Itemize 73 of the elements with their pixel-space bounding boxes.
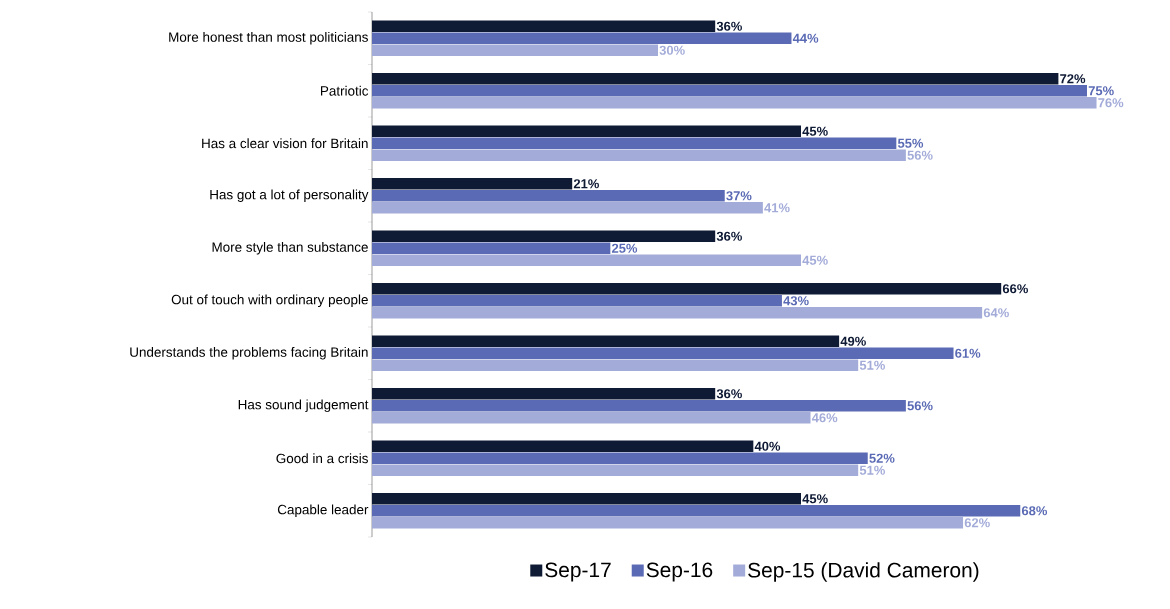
data-label: 64% bbox=[983, 308, 1009, 318]
bar bbox=[372, 178, 573, 190]
data-label: 45% bbox=[802, 126, 828, 136]
bar bbox=[372, 20, 716, 33]
bar bbox=[372, 517, 964, 529]
y-tick-label: Understands the problems facing Britain bbox=[130, 346, 368, 360]
bar bbox=[372, 335, 840, 348]
data-label: 49% bbox=[840, 336, 866, 346]
y-tick-label: Out of touch with ordinary people bbox=[171, 294, 368, 308]
bar bbox=[372, 190, 725, 202]
y-tick-label: Has sound judgement bbox=[238, 399, 369, 413]
data-label: 45% bbox=[802, 255, 828, 265]
bar bbox=[372, 388, 716, 400]
data-label: 52% bbox=[869, 453, 895, 463]
data-label: 75% bbox=[1088, 86, 1114, 96]
data-label: 56% bbox=[907, 401, 933, 411]
legend-label: Sep-16 bbox=[646, 562, 713, 582]
data-label: 62% bbox=[964, 518, 990, 528]
data-label: 61% bbox=[955, 348, 981, 358]
data-label: 45% bbox=[802, 494, 828, 504]
data-label: 51% bbox=[859, 465, 885, 475]
data-label: 30% bbox=[659, 45, 685, 55]
bar bbox=[372, 85, 1087, 97]
data-label: 66% bbox=[1002, 284, 1028, 294]
data-label: 36% bbox=[716, 231, 742, 241]
y-tick-label: More honest than most politicians bbox=[169, 31, 368, 45]
bar bbox=[372, 493, 801, 505]
data-label: 44% bbox=[792, 33, 819, 43]
data-label: 56% bbox=[907, 150, 933, 160]
y-tick-label: Has a clear vision for Britain bbox=[202, 138, 368, 149]
data-label: 40% bbox=[754, 441, 781, 451]
bar bbox=[372, 125, 801, 138]
bar bbox=[372, 347, 954, 360]
data-label: 36% bbox=[716, 389, 742, 399]
bar bbox=[372, 44, 658, 57]
y-tick-label: Patriotic bbox=[321, 85, 369, 96]
data-label: 55% bbox=[897, 138, 924, 148]
bar bbox=[372, 295, 782, 307]
y-tick-label: Has got a lot of personality bbox=[210, 189, 369, 203]
data-label: 43% bbox=[783, 296, 809, 306]
bar bbox=[372, 32, 792, 45]
data-label: 51% bbox=[859, 360, 885, 370]
bar bbox=[372, 230, 716, 243]
data-label: 46% bbox=[811, 413, 838, 423]
bar bbox=[372, 464, 859, 477]
data-label: 76% bbox=[1098, 98, 1124, 108]
bar bbox=[372, 505, 1021, 517]
data-label: 37% bbox=[726, 191, 752, 201]
data-label: 72% bbox=[1060, 74, 1086, 84]
bar bbox=[372, 149, 906, 162]
bar bbox=[372, 202, 763, 214]
bar bbox=[372, 400, 906, 412]
bar bbox=[372, 254, 801, 267]
bar bbox=[372, 97, 1097, 109]
data-label: 25% bbox=[611, 243, 638, 253]
legend-label: Sep-15 (David Cameron) bbox=[748, 562, 979, 582]
y-tick-label: Capable leader bbox=[277, 504, 369, 518]
data-label: 41% bbox=[764, 203, 790, 213]
data-label: 68% bbox=[1021, 506, 1048, 516]
bar bbox=[372, 242, 611, 255]
legend-label: Sep-17 bbox=[545, 562, 611, 582]
bar bbox=[372, 73, 1059, 85]
data-label: 21% bbox=[573, 179, 599, 189]
bar bbox=[372, 307, 983, 319]
y-tick-label: Good in a crisis bbox=[276, 453, 368, 464]
bar bbox=[372, 412, 811, 424]
y-tick-label: More style than substance bbox=[212, 241, 368, 255]
bar bbox=[372, 359, 859, 372]
bar bbox=[372, 452, 868, 465]
bar bbox=[372, 137, 897, 150]
bar bbox=[372, 440, 754, 453]
data-label: 36% bbox=[716, 21, 742, 31]
bar bbox=[372, 283, 1002, 295]
